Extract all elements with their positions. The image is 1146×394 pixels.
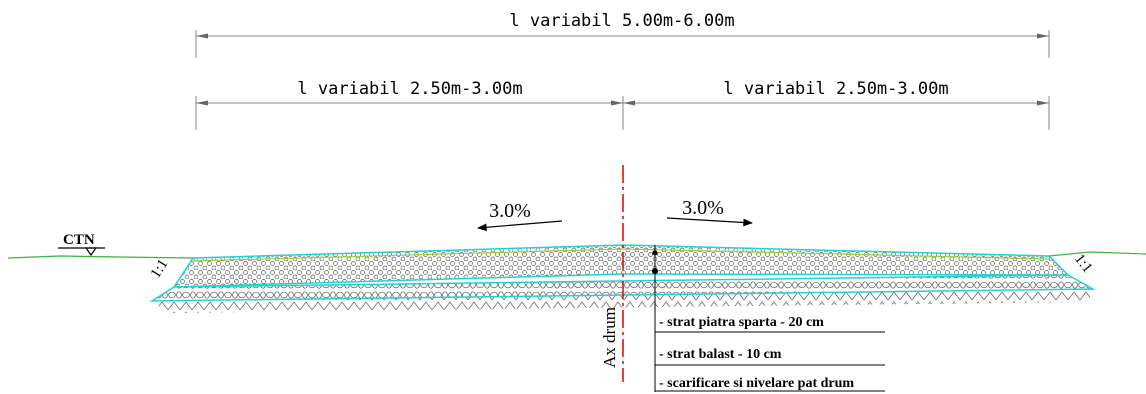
terrain-line-right (1048, 251, 1146, 257)
embankment-ratio-left: 1:1 (148, 257, 172, 282)
slope-left-label: 3.0% (489, 200, 531, 222)
layer-top-green-line (192, 248, 1050, 262)
road-axis-label: Ax drum (600, 307, 619, 368)
legend-item: - strat piatra sparta - 20 cm (659, 315, 824, 330)
terrain-marker: CTN (58, 232, 105, 257)
layer-legend: - strat piatra sparta - 20 cm - strat ba… (652, 245, 885, 392)
dimension-overall-label: l variabil 5.00m-6.00m (509, 11, 734, 31)
dimension-left-label: l variabil 2.50m-3.00m (297, 79, 522, 99)
leader-dot (652, 268, 658, 274)
legend-item: - strat balast - 10 cm (659, 347, 782, 362)
slope-right-arrow (666, 217, 753, 227)
subgrade-hatch (152, 289, 1093, 313)
slope-right: 3.0% (666, 197, 753, 227)
dimension-overall: l variabil 5.00m-6.00m (195, 11, 1050, 58)
dimension-right-label: l variabil 2.50m-3.00m (723, 79, 948, 99)
slope-right-label: 3.0% (682, 197, 724, 219)
dimension-left: l variabil 2.50m-3.00m (195, 79, 624, 130)
legend-item: - scarificare si nivelare pat drum (659, 376, 854, 391)
slope-left-arrow (477, 220, 563, 232)
terrain-line-left (7, 255, 194, 259)
embankment-ratio-right: 1:1 (1071, 251, 1095, 276)
slope-left: 3.0% (477, 200, 563, 232)
dimension-right: l variabil 2.50m-3.00m (623, 79, 1050, 130)
terrain-label: CTN (63, 232, 95, 248)
level-triangle-icon (84, 247, 98, 257)
